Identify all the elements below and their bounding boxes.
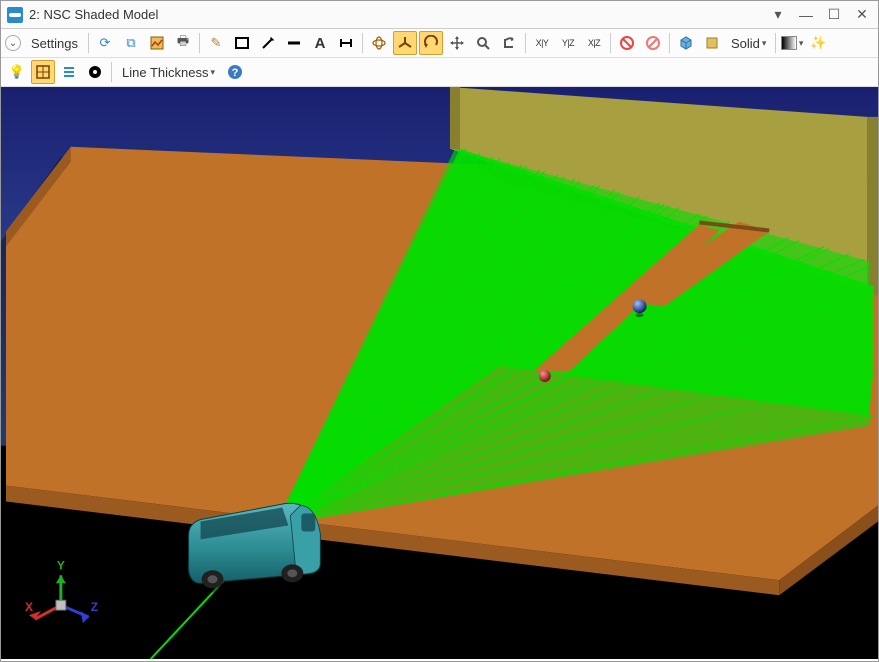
list-icon[interactable]	[57, 60, 81, 84]
chevron-down-icon[interactable]: ⌄	[5, 35, 21, 51]
app-icon	[7, 7, 23, 23]
separator	[88, 33, 89, 53]
scale-bar: 1e+04 mm	[275, 619, 725, 639]
line-thickness-label: Line Thickness	[122, 65, 208, 80]
red-ball	[539, 370, 551, 382]
separator	[199, 33, 200, 53]
settings-button[interactable]: Settings	[25, 31, 84, 55]
axes-icon[interactable]	[393, 31, 417, 55]
svg-text:Y: Y	[57, 558, 65, 572]
xy-plane-button[interactable]: X|Y	[530, 31, 554, 55]
separator	[610, 33, 611, 53]
gradient-icon[interactable]	[780, 31, 804, 55]
pan-icon[interactable]	[445, 31, 469, 55]
reset-view-icon[interactable]	[497, 31, 521, 55]
wand-icon[interactable]: ✨	[806, 31, 830, 55]
pencil-icon[interactable]: ✎	[204, 31, 228, 55]
wall-left-edge	[450, 87, 460, 150]
print-icon[interactable]: 🖶	[171, 31, 195, 55]
target-icon[interactable]	[83, 60, 107, 84]
separator	[669, 33, 670, 53]
no-entry-alt-icon[interactable]	[641, 31, 665, 55]
lightbulb-icon[interactable]: 💡	[5, 60, 29, 84]
toolbar-secondary: 💡 Line Thickness ?	[1, 58, 878, 87]
line-tool-icon[interactable]	[282, 31, 306, 55]
face-icon[interactable]	[700, 31, 724, 55]
separator	[362, 33, 363, 53]
refresh-icon[interactable]: ⟳	[93, 31, 117, 55]
zoom-icon[interactable]	[471, 31, 495, 55]
render-mode-label: Solid	[731, 36, 760, 51]
maximize-icon[interactable]: ☐	[824, 5, 844, 25]
orbit-icon[interactable]	[419, 31, 443, 55]
blue-ball	[633, 299, 647, 313]
svg-text:?: ?	[232, 67, 239, 79]
svg-text:Z: Z	[91, 600, 98, 614]
dropdown-window-icon[interactable]: ▾	[768, 5, 788, 25]
arrow-tool-icon[interactable]	[256, 31, 280, 55]
help-icon[interactable]: ?	[223, 60, 247, 84]
scale-label: 1e+04 mm	[650, 621, 726, 638]
cube-icon[interactable]	[674, 31, 698, 55]
rotate-3d-icon[interactable]	[367, 31, 391, 55]
minimize-icon[interactable]: —	[796, 5, 816, 25]
rectangle-tool-icon[interactable]	[230, 31, 254, 55]
separator	[775, 33, 776, 53]
render-mode-dropdown[interactable]: Solid	[726, 31, 771, 55]
xz-plane-button[interactable]: X|Z	[582, 31, 606, 55]
title-bar: 2: NSC Shaded Model ▾ — ☐ ✕	[1, 1, 878, 29]
separator	[525, 33, 526, 53]
copy-icon[interactable]: ⧉	[119, 31, 143, 55]
save-image-icon[interactable]	[145, 31, 169, 55]
window-controls: ▾ — ☐ ✕	[768, 5, 872, 25]
toolbar-main: ⌄ Settings ⟳ ⧉ 🖶 ✎ A X|Y Y|Z X|Z Solid ✨	[1, 29, 878, 58]
grid-icon[interactable]	[31, 60, 55, 84]
separator	[111, 62, 112, 82]
blue-ball-base	[636, 313, 644, 317]
no-entry-icon[interactable]	[615, 31, 639, 55]
line-thickness-dropdown[interactable]: Line Thickness	[116, 60, 221, 84]
viewport-3d[interactable]: 1e+04 mm X Y Z	[1, 87, 878, 659]
text-tool-icon[interactable]: A	[308, 31, 332, 55]
axes-triad: X Y Z	[25, 558, 98, 623]
svg-text:X: X	[25, 600, 33, 614]
close-icon[interactable]: ✕	[852, 5, 872, 25]
window-title: 2: NSC Shaded Model	[29, 7, 768, 22]
yz-plane-button[interactable]: Y|Z	[556, 31, 580, 55]
dimension-tool-icon[interactable]	[334, 31, 358, 55]
